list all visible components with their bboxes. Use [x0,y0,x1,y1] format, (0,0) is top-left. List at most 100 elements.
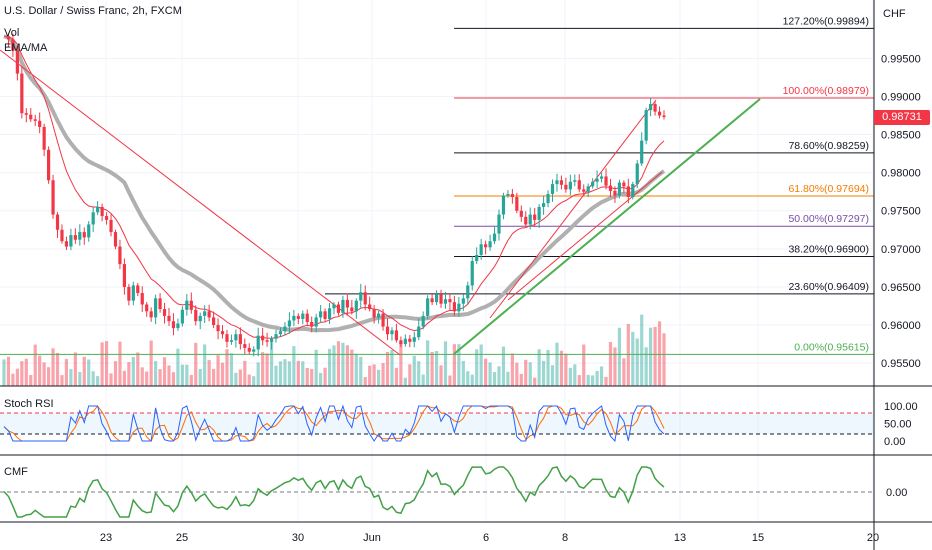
volume-bar [515,362,519,386]
candle-body [131,285,135,301]
volume-bar [225,349,229,386]
volume-bars [2,314,666,386]
volume-bar [564,353,568,386]
price-tick: 0.98000 [881,168,921,180]
ma-line [3,34,666,333]
candle-body [60,229,64,242]
candle-body [234,334,238,341]
volume-bar [519,373,523,386]
candle-body [51,180,55,215]
fib-label-5: 38.20%(0.96900) [788,243,869,255]
candle-body [385,326,390,335]
candle-body [573,180,577,182]
volume-bar [145,371,149,386]
volume-bar [113,361,118,386]
volume-bar [644,347,648,386]
candlesticks [6,33,666,357]
time-tick: Jun [363,532,381,544]
volume-bar [55,353,60,386]
candle-body [533,214,537,220]
volume-bar [323,367,327,386]
volume-bar [408,364,412,386]
price-tick: 0.95500 [881,358,921,370]
candle-body [269,338,274,342]
candle-body [412,337,416,342]
volume-bar [310,369,314,386]
candle-body [381,313,385,327]
volume-bar [24,358,28,386]
candle-body [336,304,341,313]
volume-bar [631,331,635,386]
time-tick: 13 [674,532,686,544]
candle-body [604,176,608,186]
fib-label-7: 0.00%(0.95615) [794,341,869,353]
stoch-rsi-legend[interactable]: Stoch RSI [4,398,54,410]
volume-bar [635,338,639,386]
volume-bar [207,360,211,386]
volume-bar [461,360,465,386]
volume-bar [537,349,541,386]
volume-bar [381,363,385,386]
volume-bar [140,367,144,386]
candle-body [492,233,497,242]
candle-body [64,241,69,247]
candle-body [185,300,189,310]
candle-body [591,181,595,187]
time-tick: 6 [483,532,489,544]
volume-bar [653,326,657,386]
volume-bar [287,361,292,386]
candle-body [327,308,332,319]
candle-body [613,190,617,196]
candle-body [154,298,158,318]
volume-bar [626,323,630,386]
cmf-legend[interactable]: CMF [4,466,28,478]
volume-bar [372,364,376,386]
candle-body [350,307,354,312]
volume-bar [261,352,265,386]
candle-body [176,323,180,329]
candle-body [265,340,269,342]
volume-bar [577,375,581,386]
candle-body [559,180,564,185]
volume-bar [149,340,153,386]
candle-body [261,335,265,341]
candle-body [100,206,104,217]
volume-bar [278,361,283,386]
candle-body [332,304,336,309]
volume-bar [559,350,564,386]
volume-bar [662,333,666,386]
time-tick: 15 [752,532,764,544]
candle-body [189,300,193,310]
volume-bar [158,369,162,386]
volume-bar [73,352,77,386]
fib-label-2: 78.60%(0.98259) [788,140,869,152]
volume-bar [104,341,109,386]
volume-bar [185,364,189,386]
candle-body [91,212,95,225]
ema-ma-legend[interactable]: EMA/MA [4,42,48,54]
candle-body [127,286,131,301]
volume-bar [376,369,381,386]
volume-bar [189,374,193,386]
candle-body [497,214,501,234]
volume-bar [109,373,113,386]
candle-body [171,321,176,329]
candle-body [631,184,635,198]
candle-body [622,182,626,187]
volume-legend[interactable]: Vol [4,27,20,39]
volume-bar [33,344,37,386]
volume-bar [452,344,457,386]
axes: CHF 0.99500 0.99000 0.98500 0.98000 0.97500 0.… [100,8,921,544]
chart-title: U.S. Dollar / Swiss Franc, 2h, FXCM [4,5,182,17]
volume-bar [439,365,443,386]
candle-body [510,193,514,198]
volume-bar [524,359,528,386]
volume-bar [368,365,372,386]
volume-bar [118,341,122,386]
candle-body [136,285,140,294]
candle-body [550,184,555,194]
candle-body [541,203,546,207]
candle-body [595,178,599,182]
